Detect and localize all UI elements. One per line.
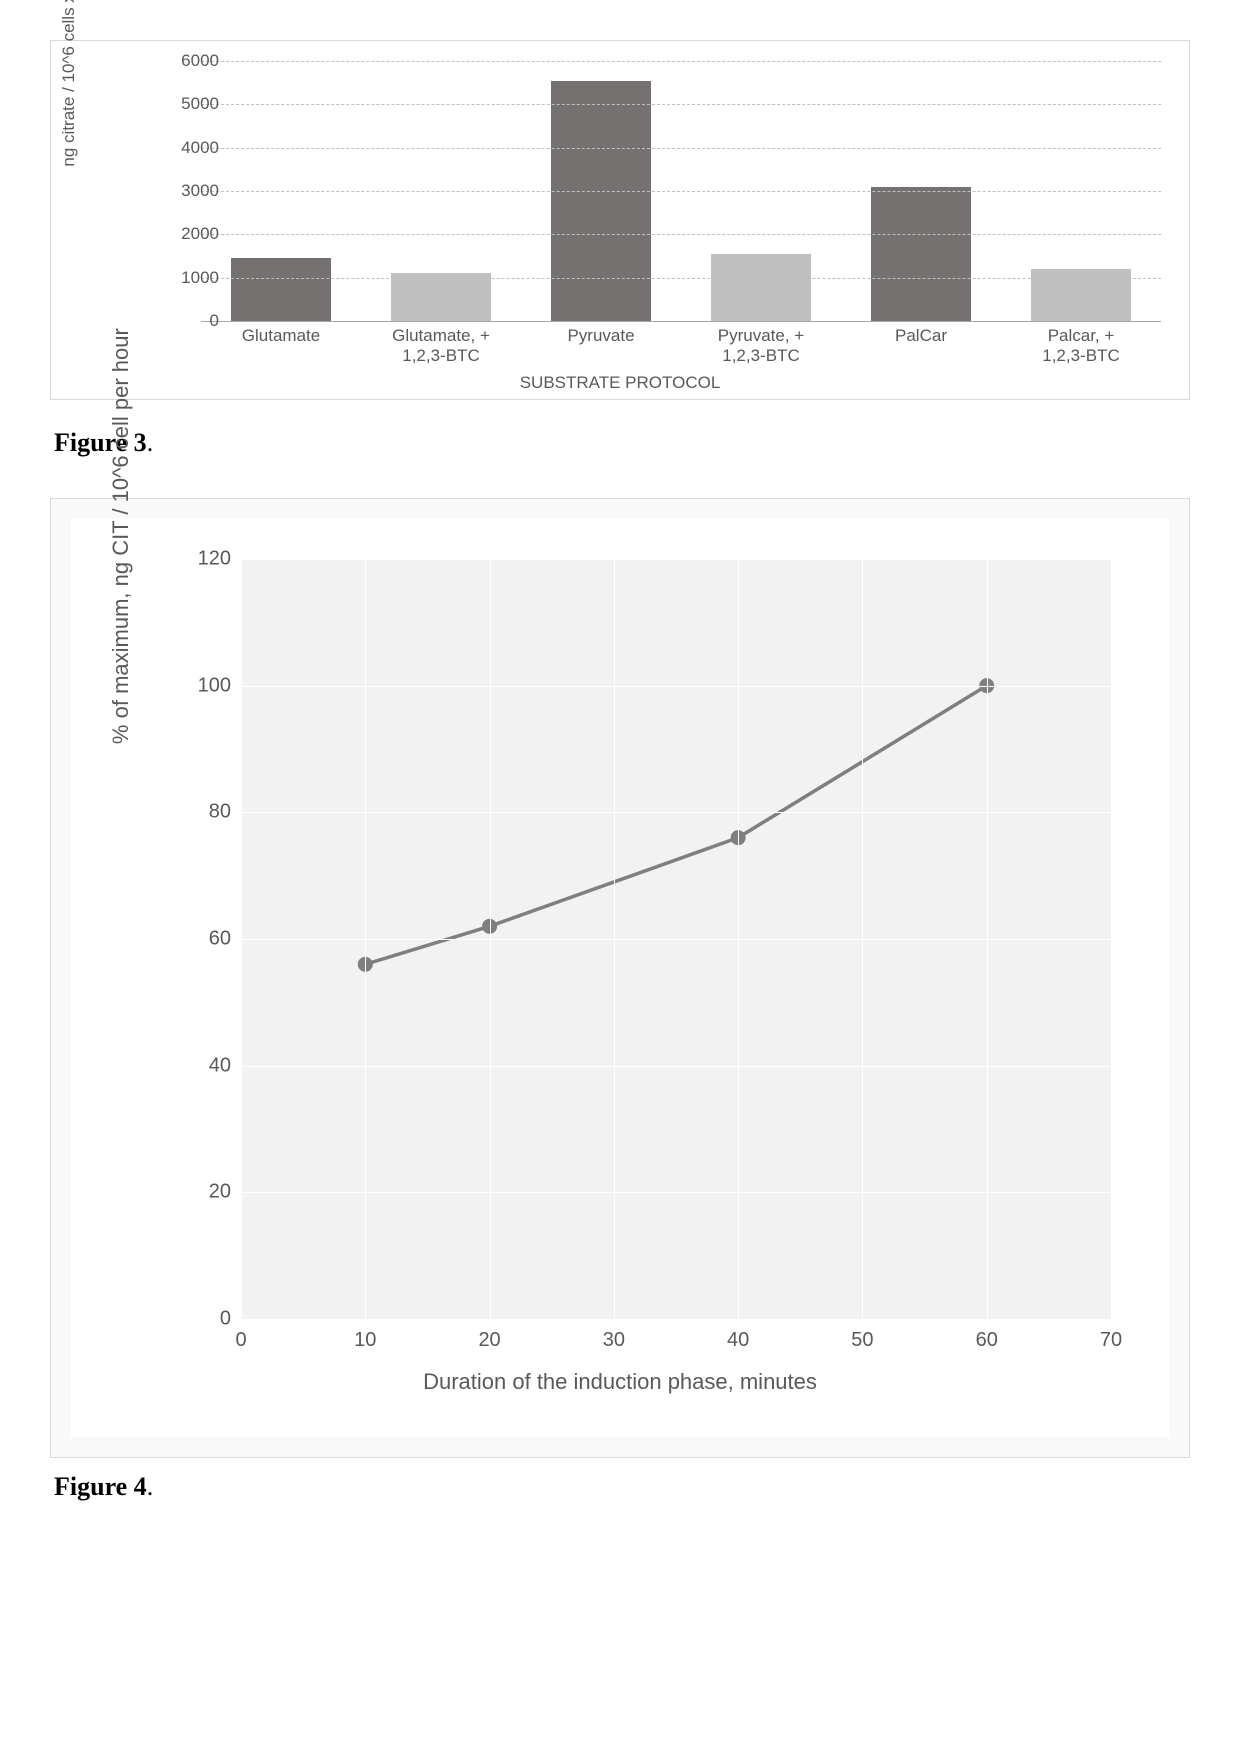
fig3-ytick: 3000	[159, 181, 219, 201]
fig4-xlabel: Duration of the induction phase, minutes	[71, 1369, 1169, 1395]
fig3-category-label: Pyruvate	[521, 326, 681, 346]
fig4-line	[365, 686, 986, 965]
fig4-grid-h	[241, 1319, 1111, 1320]
fig3-ytick: 6000	[159, 51, 219, 71]
fig4-ytick: 60	[181, 928, 231, 951]
fig4-xtick: 50	[842, 1329, 882, 1352]
fig4-grid-h	[241, 812, 1111, 813]
fig3-category-label: Glutamate	[201, 326, 361, 346]
fig4-ytick: 80	[181, 801, 231, 824]
fig3-baseline	[201, 321, 1161, 322]
fig4-grid-h	[241, 1192, 1111, 1193]
fig3-gridline	[201, 148, 1161, 149]
fig3-bar	[391, 273, 490, 321]
fig4-xtick: 60	[967, 1329, 1007, 1352]
fig4-xtick: 40	[718, 1329, 758, 1352]
figure3-caption: Figure 3.	[54, 428, 1190, 458]
fig3-bar	[231, 258, 330, 321]
figure4-caption: Figure 4.	[54, 1472, 1190, 1502]
fig3-bar	[871, 187, 970, 321]
fig4-ytick: 100	[181, 674, 231, 697]
fig4-inner: % of maximum, ng CIT / 10^6 cell per hou…	[71, 519, 1169, 1437]
fig3-ytick: 2000	[159, 224, 219, 244]
fig3-xlabel: SUBSTRATE PROTOCOL	[51, 373, 1189, 393]
fig3-bar	[551, 81, 650, 322]
fig3-category-label: PalCar	[841, 326, 1001, 346]
fig3-ytick: 4000	[159, 138, 219, 158]
fig4-xtick: 20	[470, 1329, 510, 1352]
fig3-bar	[711, 254, 810, 321]
fig4-grid-h	[241, 939, 1111, 940]
figure3-bar-chart: ng citrate / 10^6 cells x hour SUBSTRATE…	[50, 40, 1190, 400]
fig4-xtick: 70	[1091, 1329, 1131, 1352]
fig3-ytick: 5000	[159, 94, 219, 114]
fig4-ytick: 0	[181, 1308, 231, 1331]
fig3-ytick: 1000	[159, 268, 219, 288]
fig4-plot-area	[241, 559, 1111, 1319]
fig4-ytick: 120	[181, 548, 231, 571]
fig4-ylabel: % of maximum, ng CIT / 10^6 cell per hou…	[108, 328, 134, 744]
fig3-category-label: Glutamate, +1,2,3-BTC	[361, 326, 521, 367]
fig4-ytick: 40	[181, 1054, 231, 1077]
figure4-caption-suffix: .	[147, 1472, 154, 1501]
fig4-xtick: 10	[345, 1329, 385, 1352]
fig3-gridline	[201, 278, 1161, 279]
figure4-line-chart: % of maximum, ng CIT / 10^6 cell per hou…	[50, 498, 1190, 1458]
fig4-ytick: 20	[181, 1181, 231, 1204]
fig4-grid-v	[1111, 559, 1112, 1319]
figure4-caption-prefix: Figure 4	[54, 1472, 147, 1501]
fig4-xtick: 30	[594, 1329, 634, 1352]
fig4-grid-h	[241, 559, 1111, 560]
fig4-xtick: 0	[221, 1329, 261, 1352]
fig3-gridline	[201, 191, 1161, 192]
fig3-category-label: Pyruvate, +1,2,3-BTC	[681, 326, 841, 367]
fig3-gridline	[201, 104, 1161, 105]
figure3-caption-suffix: .	[147, 428, 154, 457]
fig3-ylabel: ng citrate / 10^6 cells x hour	[59, 0, 79, 191]
fig4-grid-h	[241, 1066, 1111, 1067]
fig3-gridline	[201, 61, 1161, 62]
fig4-grid-h	[241, 686, 1111, 687]
fig3-category-label: Palcar, +1,2,3-BTC	[1001, 326, 1161, 367]
fig3-gridline	[201, 234, 1161, 235]
